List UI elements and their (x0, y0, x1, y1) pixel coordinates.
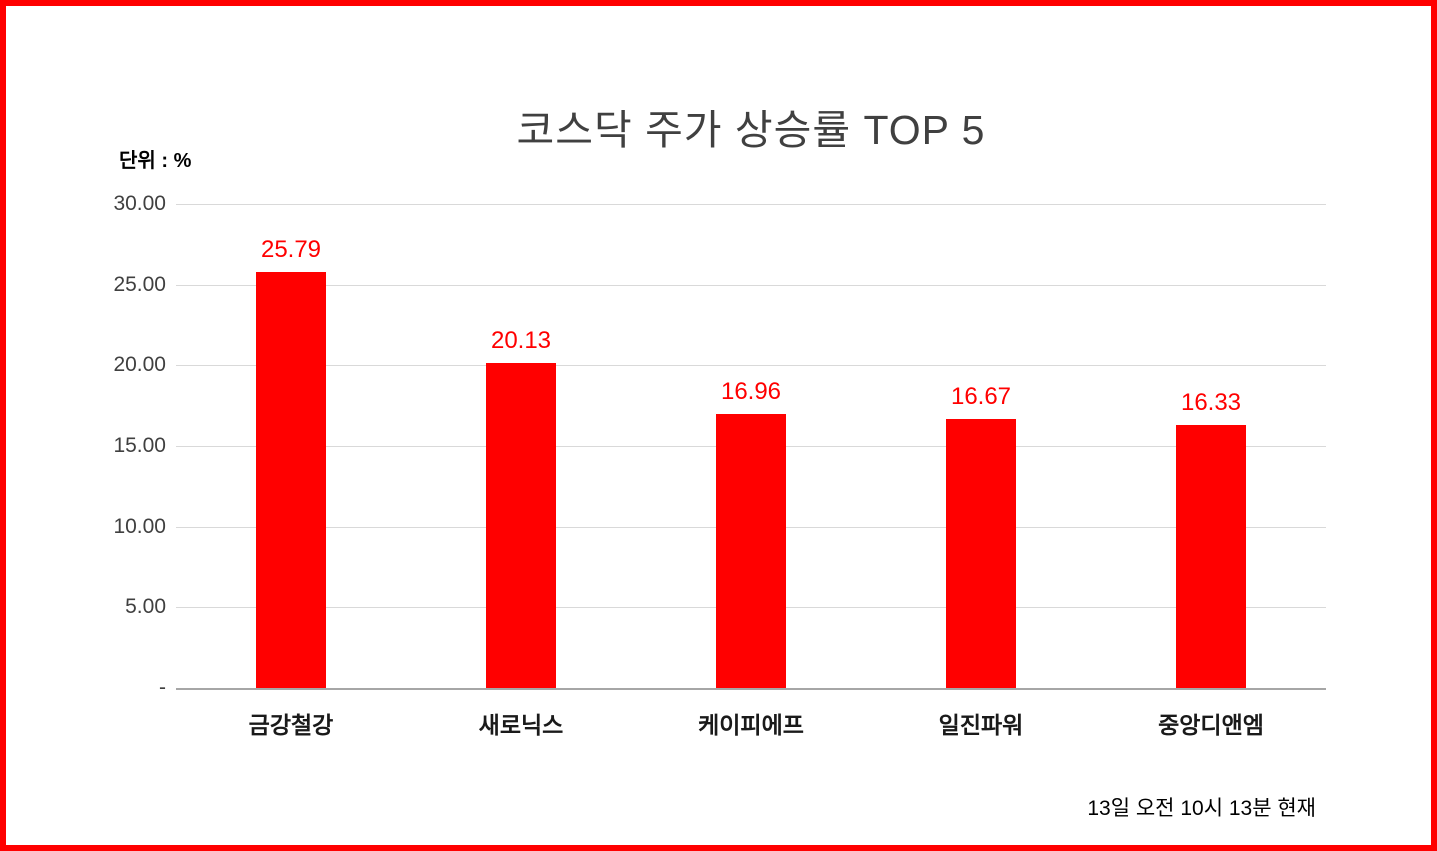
x-category-label: 새로닉스 (478, 712, 564, 738)
y-tick-label: - (159, 676, 166, 699)
x-axis-labels: 금강철강 새로닉스 케이피에프 일진파워 중앙디앤엠 (176, 706, 1326, 740)
y-tick-label: 25.00 (113, 272, 166, 296)
x-category-label: 케이피에프 (698, 712, 804, 738)
chart-title: 코스닥 주가 상승률 TOP 5 (516, 107, 986, 153)
gridline (176, 204, 1326, 205)
y-tick-label: 15.00 (113, 434, 166, 457)
y-tick-label: 30.00 (113, 192, 166, 215)
bar-value-label: 16.96 (720, 378, 782, 406)
y-tick-label: 5.00 (125, 595, 166, 619)
y-tick-label: 10.00 (113, 514, 166, 538)
gridline (176, 284, 1326, 286)
x-category-label: 중앙디앤엠 (1158, 712, 1264, 738)
y-axis-labels: 30.00 25.00 20.00 15.00 10.00 5.00 - (6, 192, 166, 699)
unit-label: 단위 : % (119, 150, 192, 172)
x-category-label: 일진파워 (938, 712, 1024, 738)
gridline (176, 365, 1326, 367)
bar-value-label: 20.13 (490, 327, 552, 355)
bar (256, 271, 326, 688)
bar (486, 363, 556, 688)
bar (716, 414, 786, 688)
x-axis-line (176, 688, 1326, 690)
bar (946, 419, 1016, 688)
bar-value-label: 25.79 (260, 235, 322, 263)
bar-value-label: 16.67 (950, 383, 1012, 411)
x-category-label: 금강철강 (248, 712, 334, 738)
bar (1176, 424, 1246, 688)
footer-timestamp: 13일 오전 10시 13분 현재 (1087, 797, 1316, 820)
bar-value-label: 16.33 (1180, 388, 1242, 416)
y-tick-label: 20.00 (113, 353, 166, 377)
plot-area: 25.79 20.13 16.96 16.67 16.33 (176, 204, 1326, 690)
